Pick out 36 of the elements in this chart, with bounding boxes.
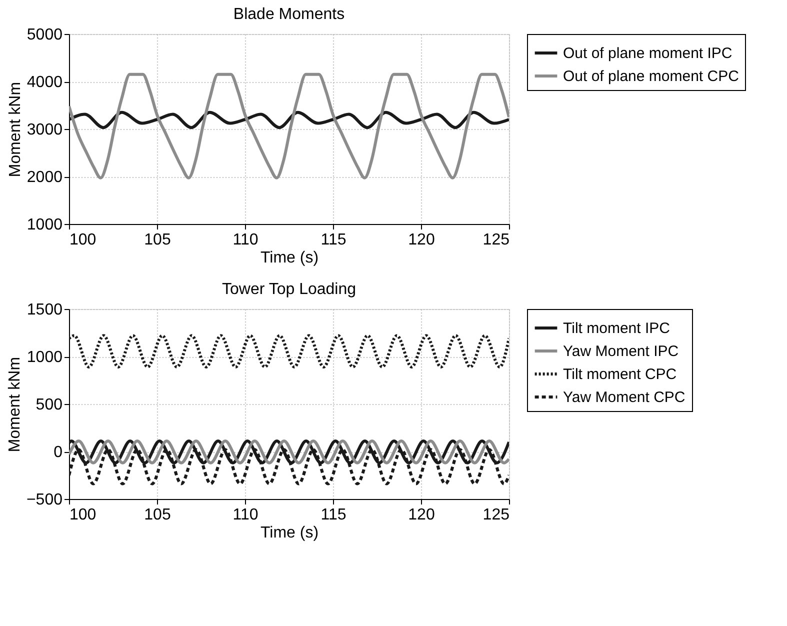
x-tick-label: 125 bbox=[482, 232, 510, 248]
x-tick-label: 110 bbox=[232, 506, 258, 524]
x-tick-label: 115 bbox=[320, 232, 346, 248]
legend-label: Yaw Moment CPC bbox=[563, 389, 686, 406]
chart-title: Blade Moments bbox=[233, 6, 345, 23]
y-tick-label: 0 bbox=[54, 444, 63, 461]
x-tick-label: 110 bbox=[232, 232, 258, 248]
y-tick-label: 500 bbox=[36, 396, 63, 414]
x-axis-title: Time (s) bbox=[260, 250, 319, 266]
x-tick-label: 105 bbox=[144, 232, 171, 248]
x-tick-label: 120 bbox=[408, 506, 435, 524]
line-series bbox=[69, 110, 509, 130]
x-tick-label: 100 bbox=[70, 506, 96, 524]
y-axis-title: Moment kNm bbox=[6, 82, 24, 178]
x-tick-label: 105 bbox=[144, 506, 171, 524]
x-tick-label: 100 bbox=[70, 232, 96, 248]
legend-label: Tilt moment CPC bbox=[563, 366, 677, 383]
y-tick-label: 5000 bbox=[26, 26, 63, 44]
y-tick-label: 4000 bbox=[26, 74, 63, 91]
x-tick-label: 115 bbox=[320, 506, 346, 524]
x-tick-label: 125 bbox=[482, 506, 510, 524]
legend-label: Out of plane moment CPC bbox=[563, 68, 740, 85]
y-tick-label: −500 bbox=[26, 492, 63, 508]
legend-label: Yaw Moment IPC bbox=[563, 343, 679, 360]
y-tick-label: 1000 bbox=[26, 349, 63, 366]
y-axis-title: Moment kNm bbox=[6, 356, 24, 452]
legend-label: Tilt moment IPC bbox=[563, 320, 670, 337]
chart-title: Tower Top Loading bbox=[222, 281, 356, 298]
y-tick-label: 2000 bbox=[26, 169, 63, 186]
x-tick-label: 120 bbox=[408, 232, 435, 248]
y-tick-label: 3000 bbox=[26, 122, 63, 138]
y-tick-label: 1000 bbox=[26, 216, 63, 234]
legend-label: Out of plane moment IPC bbox=[563, 45, 732, 62]
line-series bbox=[69, 72, 509, 180]
y-tick-label: 1500 bbox=[26, 302, 63, 318]
x-axis-title: Time (s) bbox=[260, 524, 319, 542]
